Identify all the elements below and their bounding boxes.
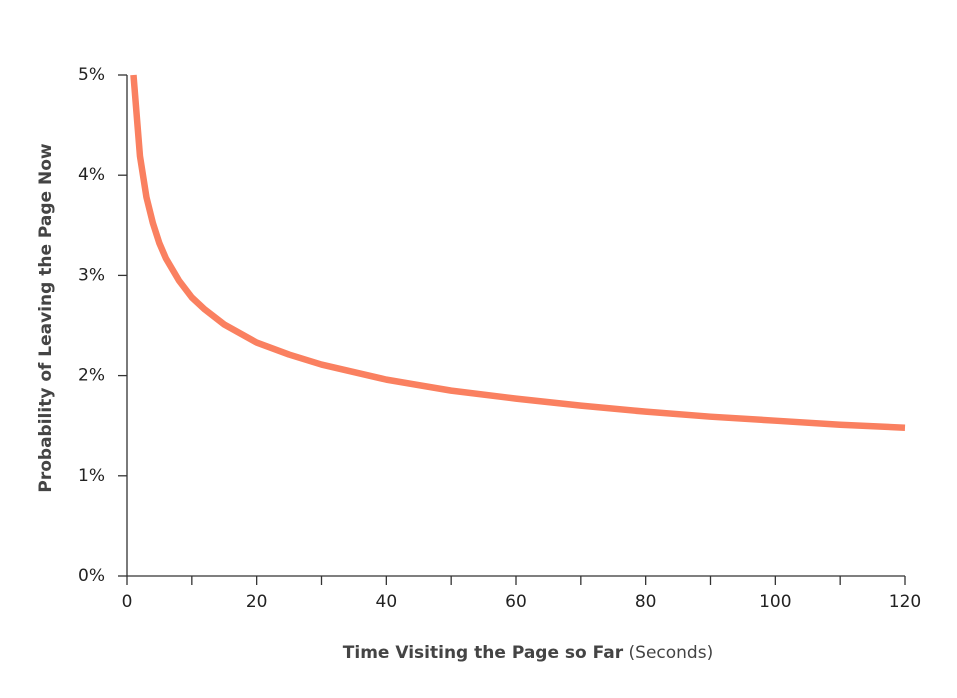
data-line (130, 74, 906, 431)
y-tick-label: 3% (78, 265, 105, 285)
x-tick-label: 20 (246, 592, 268, 612)
x-tick-label: 120 (889, 592, 921, 612)
x-tick-label: 60 (505, 592, 527, 612)
x-tick-label: 100 (759, 592, 791, 612)
x-tick-label: 0 (122, 592, 133, 612)
y-tick-label: 5% (78, 65, 105, 85)
y-axis-label: Probability of Leaving the Page Now (36, 143, 56, 493)
y-tick-label: 0% (78, 566, 105, 586)
x-tick-label: 80 (635, 592, 657, 612)
y-tick-label: 4% (78, 165, 105, 185)
x-tick-label: 40 (376, 592, 398, 612)
x-axis-label: Time Visiting the Page so Far (Seconds) (343, 643, 713, 663)
y-tick-label: 1% (78, 466, 105, 486)
y-tick-label: 2% (78, 366, 105, 386)
x-axis-unit: (Seconds) (629, 643, 714, 663)
x-axis-title: Time Visiting the Page so Far (343, 643, 624, 663)
